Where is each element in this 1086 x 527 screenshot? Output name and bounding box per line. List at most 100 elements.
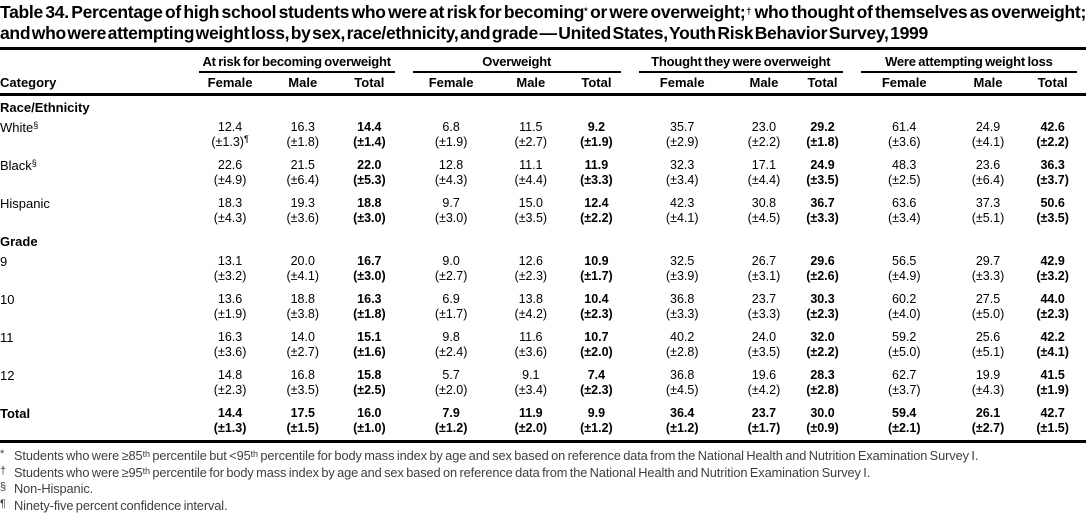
ci-cell: (±2.3)	[806, 307, 839, 321]
value-cell: 9.1	[522, 368, 540, 382]
ci-cell: (±4.3)	[971, 383, 1005, 397]
value-cell: 44.0	[1040, 292, 1065, 306]
ci-cell: (±2.7)	[971, 421, 1005, 435]
footnote-marker: §	[0, 481, 7, 494]
ci-cell: (±4.0)	[887, 307, 921, 321]
value-cell: 6.9	[442, 292, 460, 306]
ci-cell: (±4.9)	[887, 269, 921, 283]
ci-cell: (±3.5)	[514, 211, 548, 225]
value-cell: 60.2	[892, 292, 917, 306]
ci-cell: (±4.5)	[665, 383, 699, 397]
ci-cell: (±4.1)	[665, 211, 699, 225]
value-cell: 14.4	[357, 120, 382, 134]
ci-cell: (±3.4)	[514, 383, 548, 397]
row-label: Hispanic	[0, 196, 50, 211]
ci-cell: (±3.0)	[353, 269, 386, 283]
value-cell: 22.0	[357, 158, 382, 172]
row-label-spacer	[0, 307, 190, 326]
value-cell: 11.6	[519, 330, 543, 344]
ci-cell: (±1.7)	[747, 421, 781, 435]
ci-cell: (±3.0)	[353, 211, 386, 225]
ci-cell: (±2.3)	[580, 383, 613, 397]
value-cell: 11.9	[584, 158, 609, 172]
value-cell: 14.8	[217, 368, 243, 382]
value-cell: 42.2	[1040, 330, 1065, 344]
ci-cell: (±2.7)	[434, 269, 468, 283]
footnotes-block: * Students who were ≥85th percentile but …	[0, 443, 1086, 513]
value-cell: 16.7	[357, 254, 382, 268]
table-row-12-ci: (±2.3) (±3.5) (±2.5) (±2.0) (±3.4) (±2.3) (±4.…	[0, 383, 1086, 402]
subcolumn-header-3-male: Male	[973, 75, 1003, 90]
subcolumn-header-2-male: Male	[749, 75, 779, 90]
value-cell: 16.3	[357, 292, 382, 306]
ci-cell: (±5.1)	[971, 211, 1005, 225]
table-row-12-values: 12 14.8 16.8 15.8 5.7 9.1 7.4 36.8 19.6 28.3 62.7 1…	[0, 364, 1086, 383]
value-cell: 40.2	[670, 330, 695, 344]
value-cell: 29.2	[810, 120, 835, 134]
footnote-marker: ¶	[0, 497, 6, 510]
superscript-marker: §	[31, 158, 37, 168]
ci-cell: (±4.9)	[213, 173, 247, 187]
table-title: Table 34. Percentage of high school stud…	[0, 2, 1086, 43]
ci-cell: (±2.5)	[887, 173, 921, 187]
value-cell: 17.1	[751, 158, 777, 172]
value-cell: 30.8	[751, 196, 777, 210]
ci-cell: (±3.5)	[747, 345, 781, 359]
value-cell: 11.5	[519, 120, 543, 134]
superscript-marker: th	[250, 449, 258, 459]
value-cell: 24.9	[975, 120, 1001, 134]
ci-cell: (±3.4)	[887, 211, 921, 225]
superscript-marker: *	[584, 6, 588, 16]
value-cell: 35.7	[670, 120, 695, 134]
table-row-black-values: Black§ 22.6 21.5 22.0 12.8 11.1 11.9 32.3 17.1 24…	[0, 154, 1086, 173]
value-cell: 59.2	[892, 330, 917, 344]
ci-cell: (±1.2)	[665, 421, 699, 435]
ci-cell: (±1.6)	[353, 345, 386, 359]
table-row-white-ci: (±1.3)¶ (±1.8) (±1.4) (±1.9) (±2.7) (±1.9) (±2…	[0, 135, 1086, 154]
ci-cell: (±2.0)	[580, 345, 613, 359]
value-cell: 10.4	[584, 292, 609, 306]
value-cell: 13.8	[518, 292, 543, 306]
row-label: Total	[0, 406, 31, 421]
value-cell: 12.8	[438, 158, 464, 172]
subcolumn-header-3-female: Female	[881, 75, 927, 90]
value-cell: 59.4	[892, 406, 917, 420]
superscript-marker: §	[33, 120, 39, 130]
ci-cell: (±3.3)	[665, 307, 699, 321]
group-header-label: Thought they were overweight	[638, 54, 843, 73]
ci-cell: (±4.1)	[971, 135, 1005, 149]
value-cell: 36.7	[810, 196, 835, 210]
row-label: Black§	[0, 158, 37, 173]
value-cell: 41.5	[1040, 368, 1065, 382]
row-label-spacer	[0, 173, 190, 192]
ci-cell: (±3.5)	[806, 173, 839, 187]
value-cell: 7.9	[442, 406, 460, 420]
subcolumn-header-1-female: Female	[428, 75, 474, 90]
ci-cell: (±1.9)	[580, 135, 613, 149]
value-cell: 32.5	[670, 254, 695, 268]
ci-cell: (±1.2)	[434, 421, 468, 435]
row-label: 10	[0, 292, 15, 307]
value-cell: 48.3	[892, 158, 917, 172]
value-cell: 32.3	[670, 158, 695, 172]
ci-cell: (±1.9)	[213, 307, 247, 321]
ci-cell: (±5.0)	[971, 307, 1005, 321]
subcolumn-header-1-total: Total	[581, 75, 612, 90]
ci-cell: (±4.2)	[747, 383, 781, 397]
value-cell: 25.6	[975, 330, 1001, 344]
ci-cell: (±0.9)	[806, 421, 839, 435]
table-row-hispanic-values: Hispanic 18.3 19.3 18.8 9.7 15.0 12.4 42.3 30.8 3…	[0, 192, 1086, 211]
footnote-1: † Students who were ≥95th percentile for …	[0, 464, 871, 480]
ci-cell: (±3.7)	[1036, 173, 1069, 187]
value-cell: 29.7	[975, 254, 1001, 268]
section-header-race-ethnicity: Race/Ethnicity	[0, 95, 1086, 117]
value-cell: 42.9	[1040, 254, 1065, 268]
value-cell: 42.7	[1040, 406, 1065, 420]
value-cell: 5.7	[442, 368, 460, 382]
table-row-10-ci: (±1.9) (±3.8) (±1.8) (±1.7) (±4.2) (±2.3) (±3.…	[0, 307, 1086, 326]
column-group-header-row: At risk for becoming overweight Overweigh…	[0, 50, 1086, 73]
empty-corner-cell	[0, 50, 190, 73]
ci-cell: (±1.8)	[806, 135, 839, 149]
value-cell: 9.0	[442, 254, 460, 268]
ci-cell: (±1.2)	[580, 421, 613, 435]
